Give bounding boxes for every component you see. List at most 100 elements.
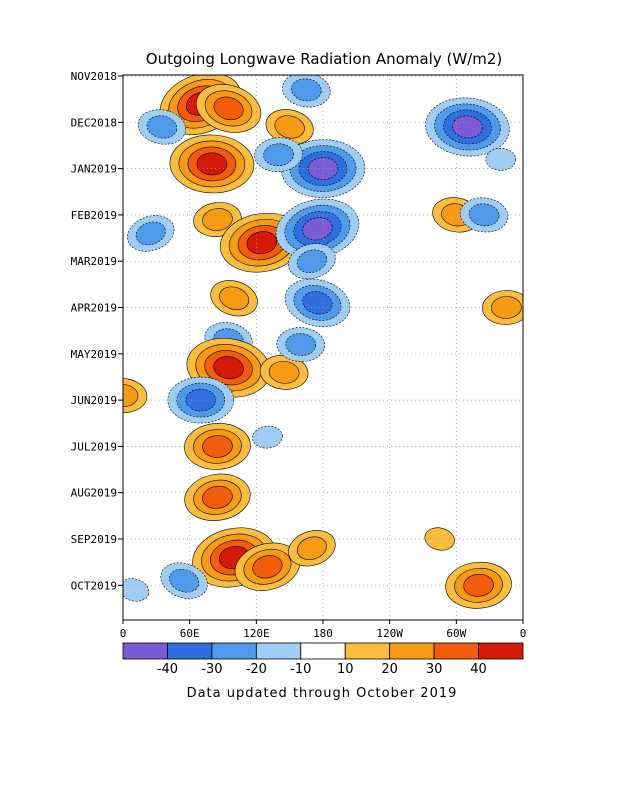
colorbar-label: -10 (290, 662, 311, 677)
anomaly-feature (482, 290, 523, 325)
colorbar-label: 30 (426, 662, 443, 677)
colorbar-swatch (211, 642, 257, 660)
y-tick-label: DEC2018 (71, 116, 117, 129)
anomaly-contour (196, 152, 228, 176)
colorbar-swatch (344, 642, 391, 660)
anomaly-feature (184, 423, 251, 470)
colorbar-label: 10 (337, 662, 354, 677)
anomaly-contour (291, 78, 322, 102)
anomaly-contour (146, 115, 178, 139)
x-tick-label: 60W (446, 627, 466, 640)
anomaly-contour (213, 96, 244, 121)
anomaly-contour (169, 568, 200, 593)
colorbar-label: 20 (381, 662, 398, 677)
anomaly-contour (263, 143, 294, 167)
anomaly-feature (160, 562, 208, 599)
anomaly-feature (167, 376, 235, 424)
anomaly-feature (425, 97, 510, 157)
x-tick-label: 180 (313, 627, 333, 640)
anomaly-contour (274, 115, 305, 139)
anomaly-feature (254, 137, 303, 173)
y-tick-label: JUN2019 (71, 394, 117, 407)
y-tick-label: APR2019 (71, 302, 117, 315)
anomaly-feature (184, 473, 251, 521)
colorbar-label: 40 (470, 662, 487, 677)
colorbar-label: -30 (201, 662, 222, 677)
x-tick-label: 60E (180, 627, 200, 640)
anomaly-contour (268, 360, 300, 384)
anomaly-contour (246, 231, 278, 255)
colorbar-swatch (255, 642, 302, 660)
x-tick-label: 120W (376, 627, 403, 640)
anomaly-contour (491, 296, 522, 319)
anomaly-contour (219, 286, 250, 310)
y-axis: NOV2018 DEC2018 JAN2019 FEB2019 MAR2019 APR20… (71, 70, 123, 592)
anomaly-feature (265, 109, 314, 145)
y-tick-label: SEP2019 (71, 533, 117, 546)
anomaly-contour (302, 217, 333, 241)
anomaly-contour (452, 115, 483, 139)
anomaly-contour (123, 578, 150, 602)
update-note: Data updated through October 2019 (187, 686, 458, 701)
anomaly-feature (275, 198, 360, 259)
anomaly-contour (463, 573, 494, 597)
anomaly-contour (202, 435, 233, 458)
anomaly-feature (445, 561, 512, 609)
anomaly-contour (252, 555, 283, 579)
x-axis: 0 60E 120E 180 120W 60W 0 (120, 620, 527, 640)
anomaly-feature (123, 378, 148, 413)
colorbar-swatch (167, 642, 213, 660)
colorbar-swatch (122, 642, 168, 660)
y-tick-label: MAR2019 (71, 255, 117, 268)
colorbar-swatch (433, 642, 479, 660)
anomaly-feature (252, 425, 283, 449)
plot-area (122, 74, 524, 621)
anomaly-feature (234, 542, 301, 591)
grid (123, 75, 523, 620)
y-tick-label: JAN2019 (71, 163, 117, 176)
anomaly-feature (282, 75, 331, 108)
anomaly-feature (169, 134, 255, 194)
y-tick-label: JUL2019 (71, 440, 117, 453)
y-tick-label: FEB2019 (71, 209, 117, 222)
anomaly-contour (123, 384, 139, 407)
colorbar: -40 -30 -20 -10 10 20 30 40 (122, 642, 524, 677)
x-tick-label: 0 (520, 627, 527, 640)
anomaly-feature (127, 215, 175, 252)
colorbar-swatch (389, 642, 435, 660)
y-tick-label: OCT2019 (71, 579, 117, 592)
anomaly-feature (284, 278, 351, 327)
anomaly-contour (285, 333, 317, 356)
anomaly-feature (123, 578, 150, 602)
chart-title: Outgoing Longwave Radiation Anomaly (W/m… (146, 50, 502, 68)
anomaly-contour (202, 208, 233, 231)
anomaly-feature (210, 280, 258, 317)
anomaly-contour (135, 221, 166, 246)
anomaly-contour (468, 203, 500, 227)
anomaly-feature (288, 530, 336, 567)
anomaly-feature (459, 197, 509, 233)
colorbar-swatch (300, 642, 346, 660)
colorbar-swatch (478, 642, 524, 660)
anomaly-feature (276, 327, 326, 362)
y-tick-label: MAY2019 (71, 348, 117, 361)
anomaly-contour (296, 536, 327, 561)
colorbar-label: -20 (246, 662, 267, 677)
anomaly-feature (259, 354, 309, 390)
y-tick-label: AUG2019 (71, 487, 117, 500)
anomaly-contour (202, 485, 233, 509)
anomaly-contour (123, 378, 148, 413)
x-tick-label: 120E (243, 627, 270, 640)
anomaly-feature (137, 109, 186, 145)
colorbar-label: -40 (157, 662, 178, 677)
anomaly-feature (195, 84, 262, 133)
anomaly-feature (485, 148, 517, 171)
y-tick-label: NOV2018 (71, 70, 117, 83)
anomaly-contour (302, 291, 333, 315)
x-tick-label: 0 (120, 627, 127, 640)
anomaly-contour (213, 356, 244, 380)
anomaly-contour (252, 425, 283, 449)
anomaly-field (123, 75, 523, 609)
anomaly-contour (485, 148, 517, 171)
